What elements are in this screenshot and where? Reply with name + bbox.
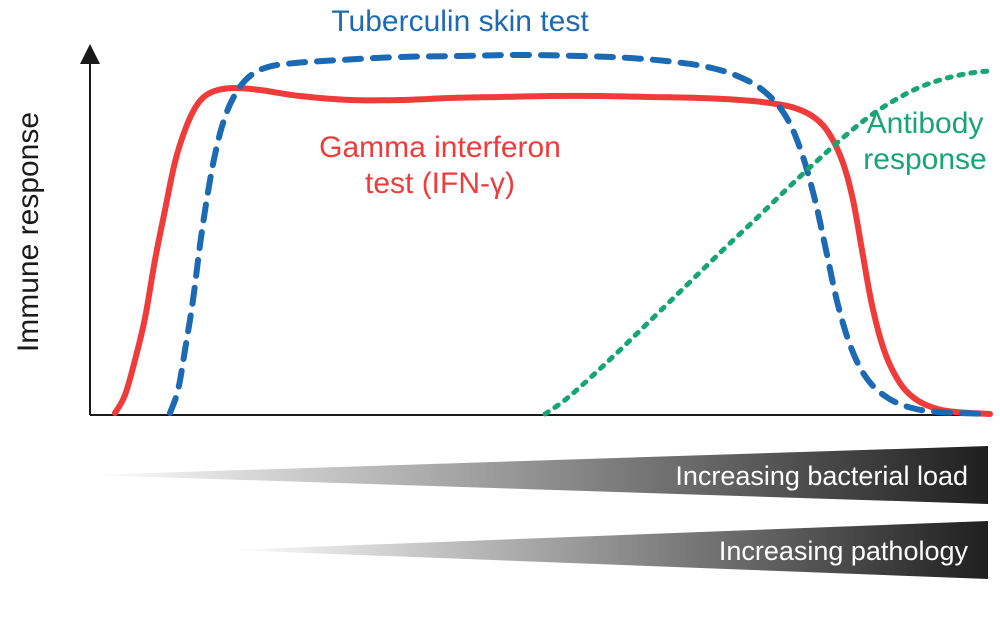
tuberculin-label: Tuberculin skin test [331,5,589,38]
antibody-label: Antibodyresponse [863,107,986,176]
bacterial-load-label: Increasing bacterial load [675,461,968,491]
y-axis-label: Immune response [12,112,45,352]
ifn-gamma-label: Gamma interferontest (IFN-γ) [319,131,561,200]
y-axis-arrow [80,44,100,64]
series-group: Gamma interferontest (IFN-γ) Tuberculin s… [115,5,990,414]
pathology-label: Increasing pathology [719,536,969,566]
